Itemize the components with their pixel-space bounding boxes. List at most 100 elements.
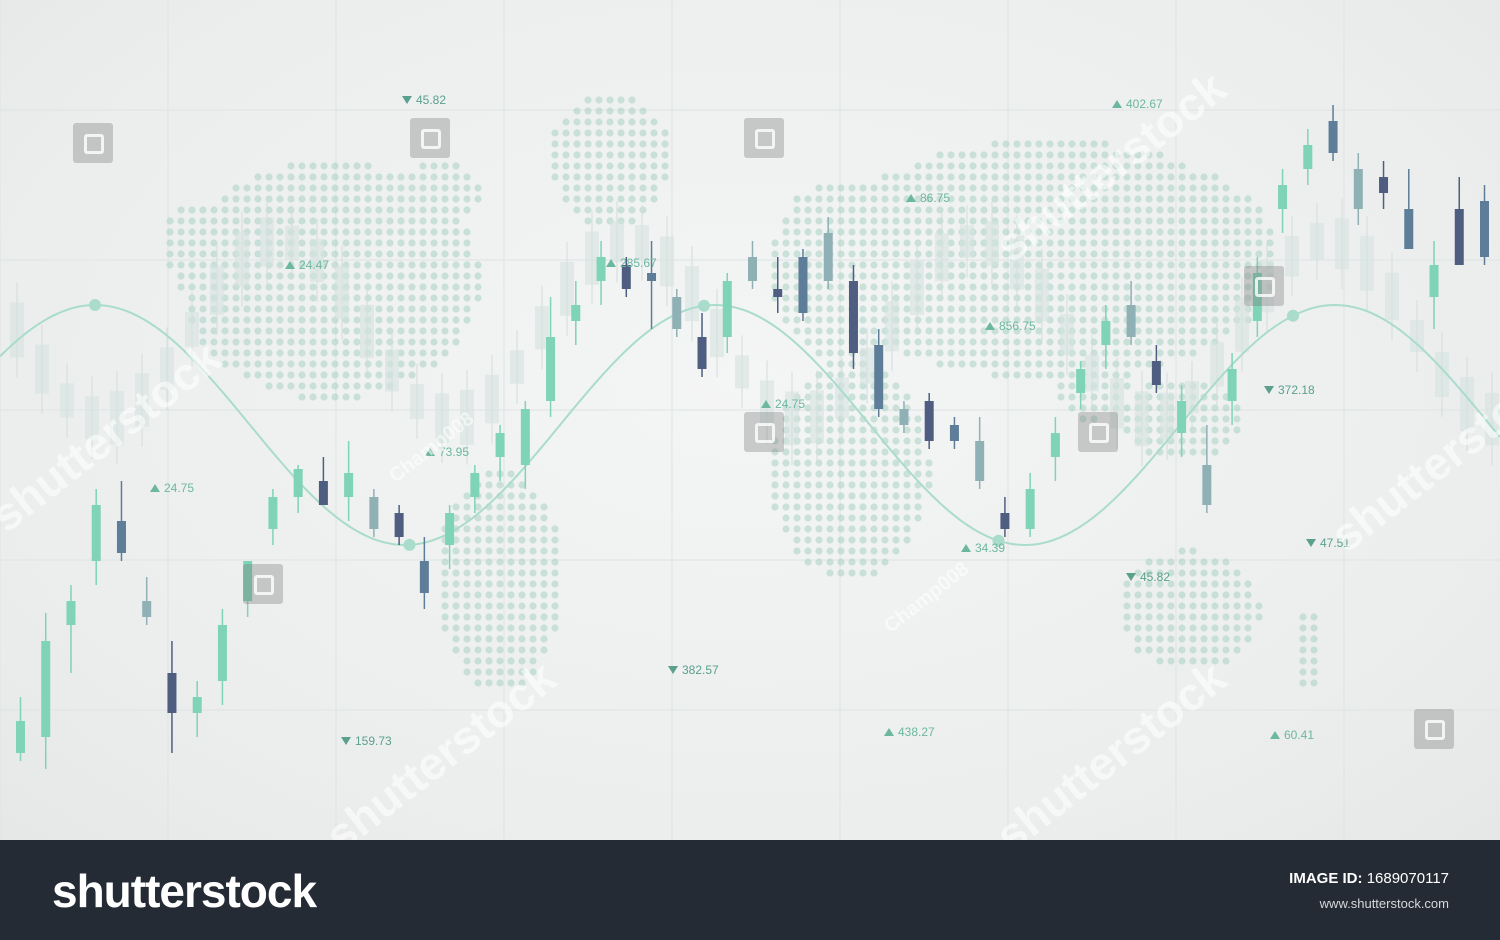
map-dot (276, 338, 284, 346)
map-dot (584, 129, 592, 137)
map-dot (1222, 195, 1230, 203)
map-dot (793, 459, 801, 467)
watermark-logo-icon (73, 123, 113, 163)
map-dot (441, 349, 449, 357)
map-dot (342, 338, 350, 346)
map-dot (848, 426, 856, 434)
map-dot (540, 547, 548, 555)
map-dot (408, 195, 416, 203)
candle-body (470, 473, 480, 497)
map-dot (397, 360, 405, 368)
map-dot (1057, 305, 1065, 313)
map-dot (914, 162, 922, 170)
map-dot (848, 250, 856, 258)
map-dot (507, 679, 515, 687)
map-dot (1035, 228, 1043, 236)
shutterstock-logo[interactable]: shutterstock (52, 865, 317, 917)
map-dot (232, 327, 240, 335)
ticker-down-arrow-icon (402, 96, 412, 104)
map-dot (452, 613, 460, 621)
map-dot (518, 657, 526, 665)
map-dot (1046, 360, 1054, 368)
candle-body (217, 625, 227, 681)
candle-body (495, 433, 505, 457)
map-dot (1266, 250, 1274, 258)
ghost-body (1385, 272, 1399, 321)
map-dot (254, 294, 262, 302)
map-dot (1310, 635, 1318, 643)
map-dot (1145, 272, 1153, 280)
map-dot (661, 173, 669, 181)
map-dot (815, 239, 823, 247)
map-dot (1211, 316, 1219, 324)
map-dot (1255, 602, 1263, 610)
map-dot (1167, 217, 1175, 225)
map-dot (474, 536, 482, 544)
map-dot (1046, 338, 1054, 346)
map-dot (1222, 272, 1230, 280)
map-dot (925, 327, 933, 335)
map-dot (254, 349, 262, 357)
map-dot (1200, 437, 1208, 445)
map-dot (903, 448, 911, 456)
map-dot (1101, 228, 1109, 236)
map-dot (892, 217, 900, 225)
map-dot (903, 437, 911, 445)
map-dot (474, 272, 482, 280)
map-dot (914, 338, 922, 346)
candle-body (748, 257, 757, 281)
map-dot (947, 316, 955, 324)
map-dot (1167, 261, 1175, 269)
site-url[interactable]: www.shutterstock.com (1319, 896, 1449, 911)
map-dot (540, 514, 548, 522)
map-dot (375, 184, 383, 192)
map-dot (463, 173, 471, 181)
map-dot (771, 239, 779, 247)
map-dot (1233, 228, 1241, 236)
map-dot (309, 338, 317, 346)
ticker-down-arrow-icon (1126, 573, 1136, 581)
map-dot (1233, 261, 1241, 269)
map-dot (1112, 360, 1120, 368)
map-dot (1024, 272, 1032, 280)
map-dot (1167, 624, 1175, 632)
map-dot (1189, 635, 1197, 643)
map-dot (595, 118, 603, 126)
map-dot (969, 305, 977, 313)
map-dot (342, 239, 350, 247)
map-dot (650, 173, 658, 181)
map-dot (397, 349, 405, 357)
map-dot (1233, 624, 1241, 632)
map-dot (1222, 635, 1230, 643)
map-dot (1200, 217, 1208, 225)
map-dot (1134, 239, 1142, 247)
map-dot (1233, 591, 1241, 599)
candle-body (520, 409, 530, 465)
map-dot (298, 206, 306, 214)
map-dot (991, 184, 999, 192)
map-dot (1145, 635, 1153, 643)
map-dot (1145, 448, 1153, 456)
map-dot (914, 415, 922, 423)
map-dot (1211, 613, 1219, 621)
map-dot (1200, 206, 1208, 214)
map-dot (529, 536, 537, 544)
map-dot (320, 338, 328, 346)
map-dot (1156, 184, 1164, 192)
map-dot (276, 261, 284, 269)
map-dot (551, 525, 559, 533)
map-dot (1134, 305, 1142, 313)
map-dot (903, 338, 911, 346)
map-dot (870, 525, 878, 533)
map-dot (331, 162, 339, 170)
map-dot (1178, 294, 1186, 302)
ticker-up-arrow-icon (761, 400, 771, 408)
map-dot (1090, 239, 1098, 247)
map-dot (815, 206, 823, 214)
map-dot (914, 459, 922, 467)
map-dot (1233, 580, 1241, 588)
candles (16, 105, 1489, 769)
map-dot (287, 382, 295, 390)
map-dot (1024, 250, 1032, 258)
map-dot (353, 250, 361, 258)
